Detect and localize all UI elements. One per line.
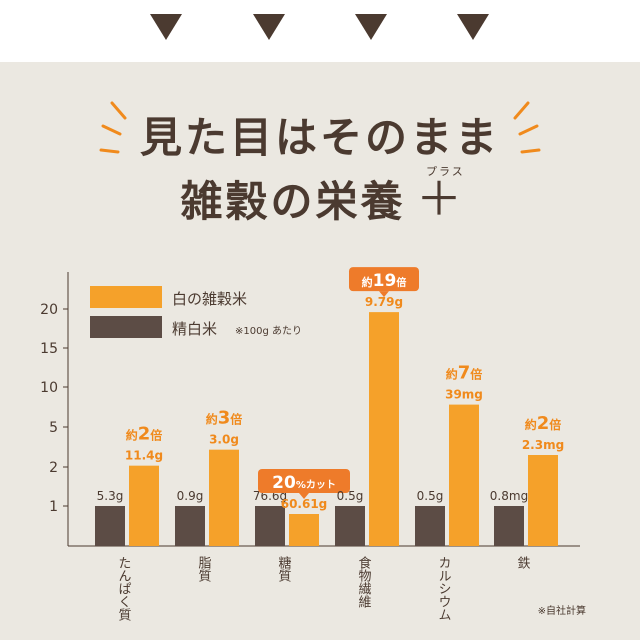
legend-label-zakkoku: 白の雑穀米 <box>172 290 248 308</box>
bar-hakumai <box>255 506 285 546</box>
ratio-badge-pointer <box>299 493 309 499</box>
category-label: カルシウム <box>436 556 451 621</box>
legend-label-hakumai: 精白米 <box>172 320 218 338</box>
bar-zakkoku <box>369 312 399 546</box>
data-label-hakumai: 0.9g <box>177 489 204 503</box>
bar-hakumai <box>415 506 445 546</box>
title-line-1: 見た目はそのまま <box>139 113 500 162</box>
category-label: 脂質 <box>196 556 212 583</box>
bar-hakumai <box>494 506 524 546</box>
category-label: 鉄 <box>515 556 531 569</box>
down-arrow-icon <box>355 14 387 40</box>
ratio-badge-box <box>258 469 350 493</box>
bar-hakumai <box>95 506 125 546</box>
bar-hakumai <box>335 506 365 546</box>
data-label-zakkoku: 60.61g <box>281 497 328 511</box>
y-tick-label: 10 <box>40 380 58 396</box>
down-arrows <box>0 14 640 54</box>
data-label-hakumai: 5.3g <box>97 489 124 503</box>
y-tick-label: 5 <box>49 420 58 436</box>
category-label: 糖質 <box>276 555 292 583</box>
ratio-badge: 約2倍 <box>525 413 562 434</box>
bar-zakkoku <box>209 449 239 546</box>
data-label-zakkoku: 11.4g <box>125 449 163 463</box>
data-label-hakumai: 0.5g <box>417 489 444 503</box>
bar-hakumai <box>175 506 205 546</box>
data-label-zakkoku: 2.3mg <box>522 438 564 452</box>
legend-swatch-zakkoku <box>90 286 162 308</box>
category-label: 食物繊維 <box>356 555 372 608</box>
bar-zakkoku <box>449 404 479 546</box>
y-tick-label: 20 <box>40 302 58 318</box>
y-tick-label: 2 <box>49 460 58 476</box>
legend-swatch-hakumai <box>90 316 162 338</box>
bar-zakkoku <box>289 514 319 546</box>
ratio-badge: 約19倍 <box>362 271 407 291</box>
plus-ruby: プラス <box>426 165 465 178</box>
ratio-badge: 20%カット <box>272 473 336 493</box>
ratio-badge: 約2倍 <box>126 424 163 445</box>
ratio-badge: 約7倍 <box>446 363 483 384</box>
ratio-badge: 約3倍 <box>206 408 243 429</box>
data-label-zakkoku: 9.79g <box>365 295 403 309</box>
data-label-zakkoku: 3.0g <box>209 433 239 447</box>
down-arrow-icon <box>253 14 285 40</box>
bar-zakkoku <box>129 465 159 546</box>
category-label: たんぱく質 <box>116 556 132 622</box>
ratio-badge-box <box>349 267 419 292</box>
y-tick-label: 1 <box>49 499 58 515</box>
plus-mark: ＋ <box>416 172 462 226</box>
data-label-hakumai: 0.5g <box>337 489 364 503</box>
y-tick-label: 15 <box>40 341 58 357</box>
legend-note: ※100g あたり <box>235 326 302 337</box>
data-label-hakumai: 0.8mg <box>490 489 528 503</box>
down-arrow-icon <box>150 14 182 40</box>
ratio-badge-pointer <box>379 291 389 298</box>
down-arrow-icon <box>457 14 489 40</box>
data-label-zakkoku: 39mg <box>445 388 483 402</box>
bar-zakkoku <box>528 455 558 546</box>
footnote: ※自社計算 <box>537 606 586 617</box>
title-line-2: 雑穀の栄養 <box>180 177 406 226</box>
